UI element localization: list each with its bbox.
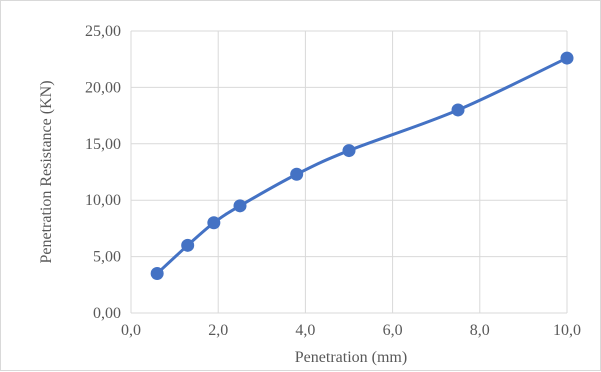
y-tick-label: 20,00 — [85, 79, 121, 96]
x-tick-label: 10,0 — [553, 322, 581, 339]
gridlines — [130, 30, 568, 314]
y-tick-label: 25,00 — [85, 23, 121, 40]
x-tick-label: 8,0 — [470, 322, 490, 339]
y-axis-title: Penetration Resistance (KN) — [38, 80, 55, 263]
data-point — [451, 103, 465, 117]
y-axis-tick-labels: 0,00 5,00 10,00 15,00 20,00 25,00 — [85, 23, 121, 322]
data-point — [181, 238, 195, 252]
y-tick-label: 5,00 — [93, 249, 121, 266]
x-tick-label: 6,0 — [383, 322, 403, 339]
data-point — [207, 216, 221, 230]
data-point — [233, 199, 247, 213]
series-layer — [150, 51, 574, 281]
y-tick-label: 15,00 — [85, 136, 121, 153]
data-point — [150, 267, 164, 281]
x-axis-title: Penetration (mm) — [295, 349, 407, 366]
data-point — [342, 144, 356, 158]
data-point — [560, 51, 574, 65]
y-tick-label: 10,00 — [85, 192, 121, 209]
data-point — [290, 167, 304, 181]
y-tick-label: 0,00 — [93, 305, 121, 322]
x-tick-label: 2,0 — [208, 322, 228, 339]
x-tick-label: 0,0 — [121, 322, 141, 339]
x-axis-tick-labels: 0,0 2,0 4,0 6,0 8,0 10,0 — [121, 322, 581, 339]
x-tick-label: 4,0 — [295, 322, 315, 339]
